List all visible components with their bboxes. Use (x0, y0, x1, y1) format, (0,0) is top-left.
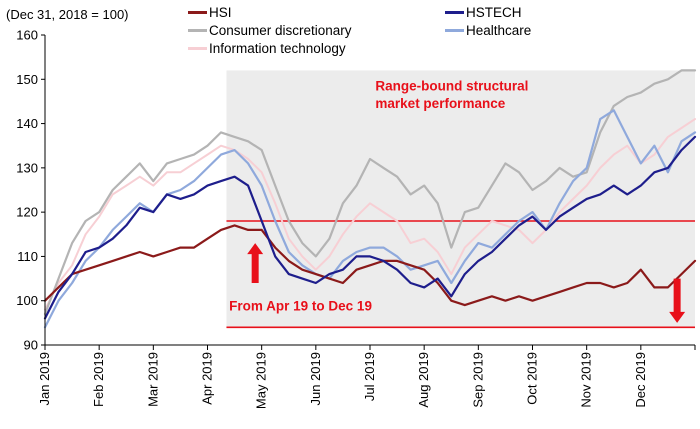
y-tick-label: 90 (24, 338, 38, 353)
series-line (44, 118, 696, 311)
up-arrow-icon (247, 243, 264, 283)
legend-item-hsi: HSI (188, 5, 232, 20)
x-tick-label: Oct 2019 (525, 352, 540, 405)
y-tick-label: 100 (16, 293, 38, 308)
legend-label: HSTECH (466, 5, 522, 20)
y-tick-label: 130 (16, 160, 38, 175)
series-layer (43, 69, 697, 329)
base-note: (Dec 31, 2018 = 100) (6, 7, 129, 22)
series-information-technology (44, 118, 696, 311)
legend-label: Information technology (209, 41, 346, 56)
annotation-2: market performance (375, 96, 505, 111)
x-tick-label: Apr 2019 (200, 352, 215, 405)
legend-item-information-technology: Information technology (188, 41, 346, 56)
y-tick-label: 110 (17, 249, 38, 264)
x-tick-label: Aug 2019 (416, 352, 431, 408)
series-consumer-discretionary (43, 69, 697, 316)
x-tick-label: Mar 2019 (145, 352, 160, 407)
x-tick-label: Sep 2019 (470, 352, 485, 408)
x-tick-label: Feb 2019 (91, 352, 106, 407)
legend-item-healthcare: Healthcare (445, 23, 531, 38)
annotation-1: Range-bound structural (375, 78, 528, 93)
x-tick-label: Nov 2019 (579, 352, 594, 408)
annotation-3: From Apr 19 to Dec 19 (229, 298, 372, 313)
shaded-region-layer (226, 70, 696, 328)
legend-label: Healthcare (466, 23, 531, 38)
y-tick-label: 160 (16, 28, 38, 43)
axes-layer: 90 100 110 120 130 140 150 160 Jan 2019 Feb 2019 M… (16, 28, 696, 409)
shaded-region (226, 70, 696, 328)
legend: HSI HSTECH Consumer discretionary Healthcar… (188, 5, 531, 56)
series-hstech (43, 135, 697, 320)
y-tick-label: 150 (16, 72, 38, 87)
x-tick-label: Dec 2019 (633, 352, 648, 408)
down-arrow-icon (669, 278, 686, 323)
legend-label: Consumer discretionary (209, 23, 352, 38)
series-hsi (43, 224, 697, 307)
legend-item-hstech: HSTECH (445, 5, 522, 20)
series-line (43, 135, 697, 320)
y-tick-label: 140 (16, 116, 38, 131)
x-tick-label: Jun 2019 (308, 352, 323, 406)
legend-label: HSI (209, 5, 232, 20)
y-tick-label: 120 (16, 205, 38, 220)
legend-item-consumer-discretionary: Consumer discretionary (188, 23, 352, 38)
annotations-layer: Range-bound structural market performance… (229, 78, 686, 323)
x-tick-label: May 2019 (254, 352, 269, 409)
series-line (43, 224, 697, 307)
x-tick-label: Jul 2019 (362, 352, 377, 401)
x-tick-label: Jan 2019 (37, 352, 52, 406)
